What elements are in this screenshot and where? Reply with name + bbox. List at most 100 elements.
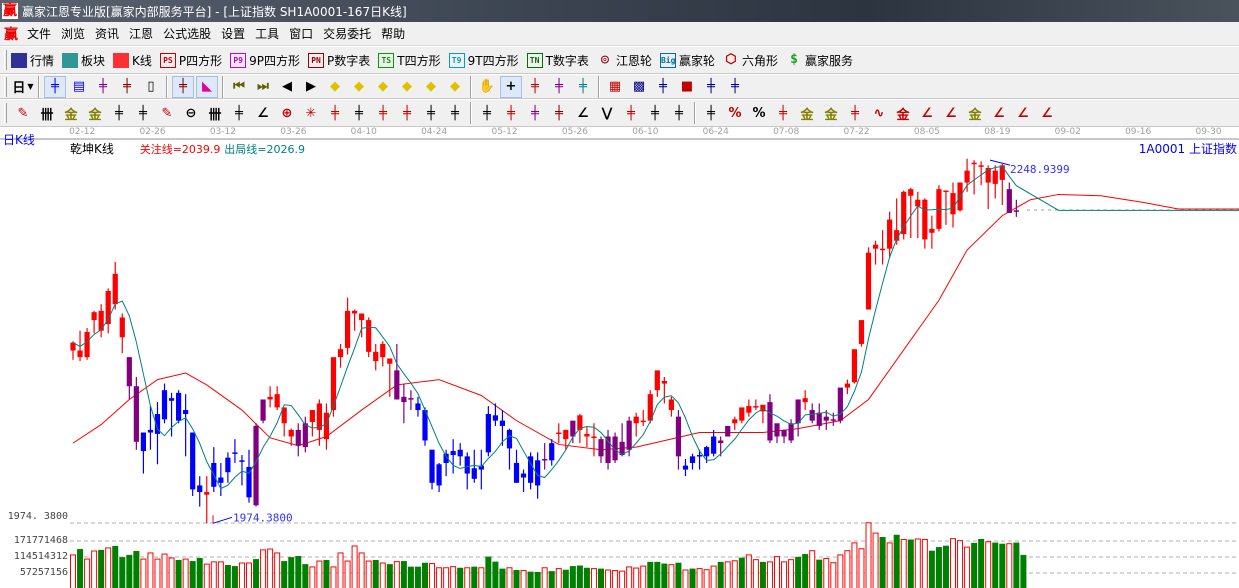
- gold-circle-icon[interactable]: 金: [800, 107, 814, 123]
- toolbar-button[interactable]: K线: [113, 52, 152, 69]
- time-lines-icon[interactable]: ╪: [707, 105, 715, 121]
- calendar-icon[interactable]: ▦: [608, 79, 622, 94]
- menu-item[interactable]: 江恩: [129, 27, 154, 41]
- next-icon[interactable]: ▶: [306, 79, 316, 94]
- period-select[interactable]: 日 ▼: [12, 76, 34, 98]
- angle-fan-icon[interactable]: ∠: [577, 105, 589, 121]
- zigzag-icon[interactable]: ⋁: [601, 105, 613, 121]
- toolbar-button[interactable]: P9 9P四方形: [230, 52, 300, 69]
- square-grid-icon[interactable]: ╪: [627, 105, 635, 121]
- candle-type-icon[interactable]: ▯: [147, 79, 155, 94]
- menu-item[interactable]: 资讯: [95, 27, 120, 41]
- printer-icon[interactable]: ╪: [731, 79, 739, 94]
- pen-ruler-icon[interactable]: ✎: [161, 105, 173, 121]
- diamond-expand-icon[interactable]: ◆: [378, 79, 388, 94]
- gold-lines-icon[interactable]: 金: [824, 107, 838, 123]
- radial-icon[interactable]: ✳: [305, 105, 317, 121]
- chart-style-icon[interactable]: ╪: [44, 75, 66, 98]
- diamond-cross-icon[interactable]: ◆: [426, 79, 436, 94]
- diamond-right-icon[interactable]: ◆: [354, 79, 364, 94]
- shape-icon[interactable]: ╪: [555, 79, 563, 94]
- menu-item[interactable]: 公式选股: [163, 27, 212, 41]
- circle-ruler-icon[interactable]: ⊖: [185, 105, 197, 121]
- toolbar-button[interactable]: TN T数字表: [526, 52, 589, 69]
- diamond-move-icon[interactable]: ◆: [450, 79, 460, 94]
- gann-box-icon[interactable]: ╪: [531, 105, 539, 121]
- gold-red-icon[interactable]: 金: [896, 107, 910, 123]
- toolbar-grip[interactable]: [4, 103, 7, 123]
- sine-icon[interactable]: ∿: [873, 105, 885, 121]
- four-angle-icon[interactable]: ∠: [1041, 105, 1053, 121]
- gold-angle-icon[interactable]: 金: [968, 107, 982, 123]
- target-icon[interactable]: ⊕: [281, 105, 293, 121]
- indicator-9-icon[interactable]: ╪: [123, 79, 131, 94]
- shen-angle-icon[interactable]: ∠: [993, 105, 1005, 121]
- f-angle-icon[interactable]: ∠: [945, 105, 957, 121]
- box-icon[interactable]: ╪: [483, 105, 491, 121]
- toolbar-grip[interactable]: [4, 50, 7, 70]
- notes-icon[interactable]: ▤: [72, 79, 86, 94]
- network-icon[interactable]: ╪: [707, 79, 715, 94]
- fibonacci-icon[interactable]: ╪: [115, 105, 123, 121]
- prev-icon[interactable]: ◀: [282, 79, 292, 94]
- shen-icon[interactable]: ╪: [379, 105, 387, 121]
- crosshair-icon[interactable]: +: [500, 75, 522, 98]
- spiral-icon[interactable]: ╪: [139, 105, 147, 121]
- ying-icon[interactable]: ╪: [403, 105, 411, 121]
- diamond-left-icon[interactable]: ◆: [330, 79, 340, 94]
- square-radial-icon[interactable]: ╪: [331, 105, 339, 121]
- matrix-icon[interactable]: ╪: [651, 105, 659, 121]
- percent-icon[interactable]: %: [752, 105, 766, 121]
- toolbar-button[interactable]: TS T四方形: [378, 52, 441, 69]
- n-square-icon[interactable]: ╪: [235, 105, 243, 121]
- wave-icon[interactable]: ╪: [579, 79, 587, 94]
- flag-icon[interactable]: ◣: [196, 75, 218, 98]
- toolbar-button[interactable]: ⬡ 六角形: [723, 52, 778, 69]
- j-angle-icon[interactable]: ∠: [921, 105, 933, 121]
- parallel-slant-icon[interactable]: ╪: [675, 105, 683, 121]
- angle-icon[interactable]: ∠: [257, 105, 269, 121]
- toolbar-grip[interactable]: [4, 76, 7, 97]
- toolbar-button[interactable]: $ 赢家服务: [786, 52, 853, 69]
- diamond-shrink-icon[interactable]: ◆: [402, 79, 412, 94]
- toolbar-button[interactable]: PN P数字表: [308, 52, 370, 69]
- menu-item[interactable]: 文件: [27, 27, 52, 41]
- menu-item[interactable]: 浏览: [61, 27, 86, 41]
- parallel-lines-icon[interactable]: 卌: [40, 107, 54, 123]
- line-draw-icon[interactable]: ╪: [531, 79, 539, 94]
- menu-item[interactable]: 设置: [221, 27, 246, 41]
- toolbar-button[interactable]: T9 9T四方形: [448, 52, 519, 69]
- save-icon[interactable]: ■: [680, 79, 694, 94]
- menu-item[interactable]: 窗口: [289, 27, 314, 41]
- indicator-3-icon[interactable]: ╪: [99, 79, 107, 94]
- toolbar-button[interactable]: 行情: [11, 52, 54, 69]
- calculator-icon[interactable]: ▩: [632, 79, 646, 94]
- toolbar-button[interactable]: ◎ 江恩轮: [597, 52, 652, 69]
- toolbar-button[interactable]: 板块: [62, 52, 105, 69]
- toolbar-button[interactable]: PS P四方形: [159, 52, 222, 69]
- gann-grid-icon[interactable]: ╪: [555, 105, 563, 121]
- gold-line-2-icon[interactable]: 金: [88, 107, 102, 123]
- toolbar-button[interactable]: Big 赢家轮: [659, 52, 715, 69]
- width-icon[interactable]: ╪: [451, 105, 459, 121]
- menu-logo-icon[interactable]: 赢: [4, 26, 18, 43]
- menu-item[interactable]: 交易委托: [323, 27, 372, 41]
- gold-line-icon[interactable]: 金: [64, 107, 78, 123]
- last-icon[interactable]: ⏭: [257, 79, 269, 94]
- document-icon[interactable]: ╪: [659, 79, 667, 94]
- percent-lines-icon[interactable]: ╪: [779, 105, 787, 121]
- first-icon[interactable]: ⏮: [233, 79, 245, 94]
- menu-item[interactable]: 工具: [255, 27, 280, 41]
- grid-lines-icon[interactable]: 卌: [208, 107, 222, 123]
- ruler-123-icon[interactable]: ╪: [427, 105, 435, 121]
- slant-lines-icon[interactable]: ╪: [355, 105, 363, 121]
- pattern-icon[interactable]: ╪: [172, 75, 194, 98]
- fan-icon[interactable]: ╪: [507, 105, 515, 121]
- pen-bar-icon[interactable]: ╪: [851, 105, 859, 121]
- percent-slash-icon[interactable]: %: [728, 105, 742, 121]
- ying-angle-icon[interactable]: ∠: [1017, 105, 1029, 121]
- menu-item[interactable]: 帮助: [381, 27, 406, 41]
- hand-icon[interactable]: ✋: [478, 79, 496, 94]
- pen-icon[interactable]: ✎: [17, 105, 29, 121]
